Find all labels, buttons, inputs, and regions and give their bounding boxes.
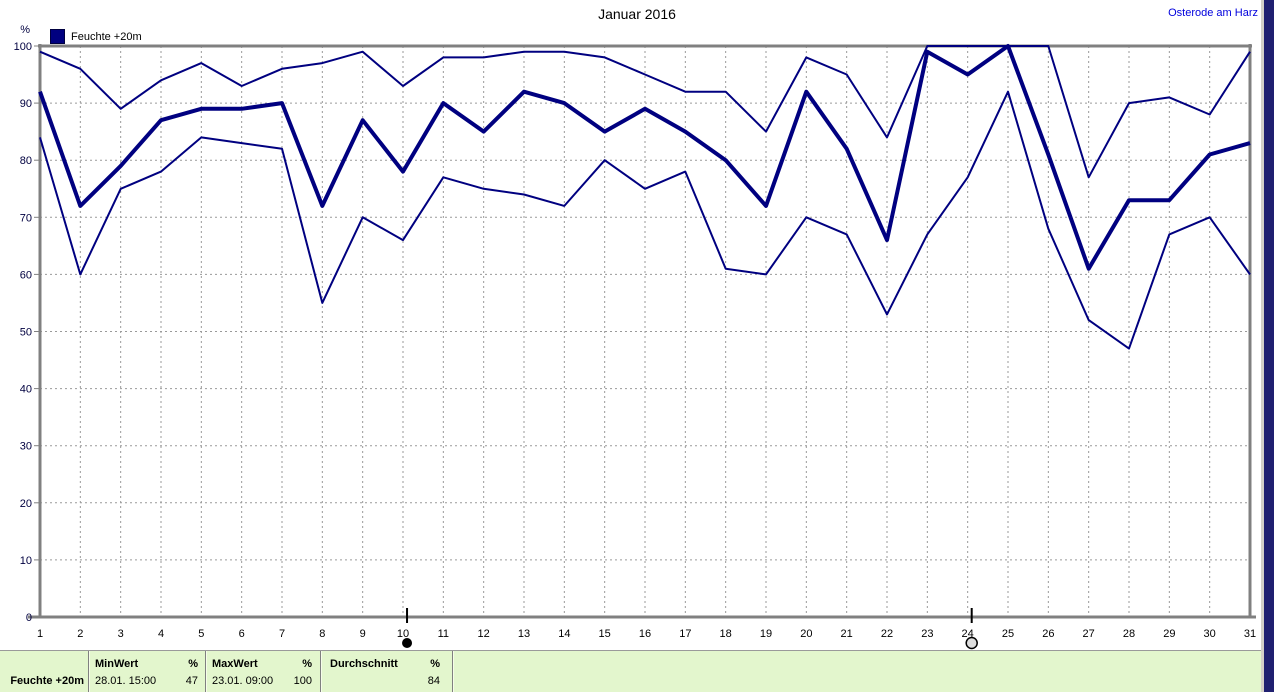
y-tick-label: 10 (20, 555, 32, 567)
table-separator (88, 651, 90, 692)
x-day-label: 9 (360, 628, 366, 640)
x-day-label: 29 (1163, 628, 1175, 640)
y-tick-label: 70 (20, 212, 32, 224)
x-day-label: 21 (841, 628, 853, 640)
y-tick-label: 60 (20, 269, 32, 281)
x-day-label: 22 (881, 628, 893, 640)
x-day-label: 3 (118, 628, 124, 640)
y-tick-label: 30 (20, 441, 32, 453)
x-day-label: 11 (438, 628, 449, 640)
table-row-label: Feuchte +20m (10, 675, 84, 687)
durchschnitt-value: 84 (427, 675, 440, 687)
y-tick-label: 40 (20, 384, 32, 396)
summary-table: Feuchte +20m MinWert % 28.01. 15:00 47 M… (0, 650, 1263, 692)
x-day-label: 17 (679, 628, 691, 640)
x-day-label: 19 (760, 628, 772, 640)
maxwert-unit: % (302, 658, 312, 670)
legend-color-swatch (50, 29, 65, 44)
x-day-label: 28 (1123, 628, 1135, 640)
y-tick-label: 100 (14, 41, 32, 53)
minwert-unit: % (188, 658, 198, 670)
chart-title: Januar 2016 (598, 6, 676, 22)
maxwert-header: MaxWert (212, 658, 258, 670)
y-axis-unit-label: % (20, 24, 30, 36)
table-separator (320, 651, 322, 692)
y-tick-label: 0 (26, 612, 32, 624)
x-day-label: 6 (239, 628, 245, 640)
x-day-label: 5 (198, 628, 204, 640)
y-tick-label: 20 (20, 498, 32, 510)
durchschnitt-header: Durchschnitt (330, 658, 398, 670)
x-day-label: 15 (599, 628, 611, 640)
durchschnitt-unit: % (430, 658, 440, 670)
maxwert-datetime: 23.01. 09:00 (212, 675, 274, 687)
x-day-label: 14 (558, 628, 570, 640)
x-day-label: 2 (77, 628, 83, 640)
series-line-max (39, 45, 1251, 179)
table-separator (205, 651, 207, 692)
series-line-min (39, 90, 1251, 350)
x-day-label: 1 (37, 628, 43, 640)
y-tick-label: 90 (20, 98, 32, 110)
x-day-label: 18 (720, 628, 732, 640)
maxwert-value: 100 (293, 675, 312, 687)
x-day-label: 23 (921, 628, 933, 640)
x-day-label: 25 (1002, 628, 1014, 640)
new-moon-icon (402, 638, 413, 648)
legend-label: Feuchte +20m (71, 30, 142, 43)
x-day-label: 26 (1042, 628, 1054, 640)
x-day-label: 7 (279, 628, 285, 640)
x-day-label: 4 (158, 628, 164, 640)
minwert-value: 47 (185, 675, 198, 687)
x-day-label: 31 (1244, 628, 1256, 640)
x-day-label: 10 (397, 628, 409, 640)
x-day-label: 27 (1083, 628, 1095, 640)
x-day-label: 20 (800, 628, 812, 640)
x-day-label: 30 (1204, 628, 1216, 640)
chart-legend: Feuchte +20m (50, 29, 142, 44)
minwert-datetime: 28.01. 15:00 (95, 675, 157, 687)
x-day-label: 13 (518, 628, 530, 640)
minwert-header: MinWert (95, 658, 139, 670)
x-day-label: 12 (478, 628, 490, 640)
table-separator (452, 651, 454, 692)
window-edge (1264, 0, 1274, 692)
y-tick-label: 50 (20, 327, 32, 339)
x-day-label: 8 (319, 628, 325, 640)
y-tick-label: 80 (20, 155, 32, 167)
x-day-label: 16 (639, 628, 651, 640)
window-edge-highlight (1261, 0, 1264, 692)
full-moon-icon (965, 636, 978, 650)
station-name: Osterode am Harz (1168, 7, 1258, 19)
series-line-avg (38, 44, 1251, 271)
